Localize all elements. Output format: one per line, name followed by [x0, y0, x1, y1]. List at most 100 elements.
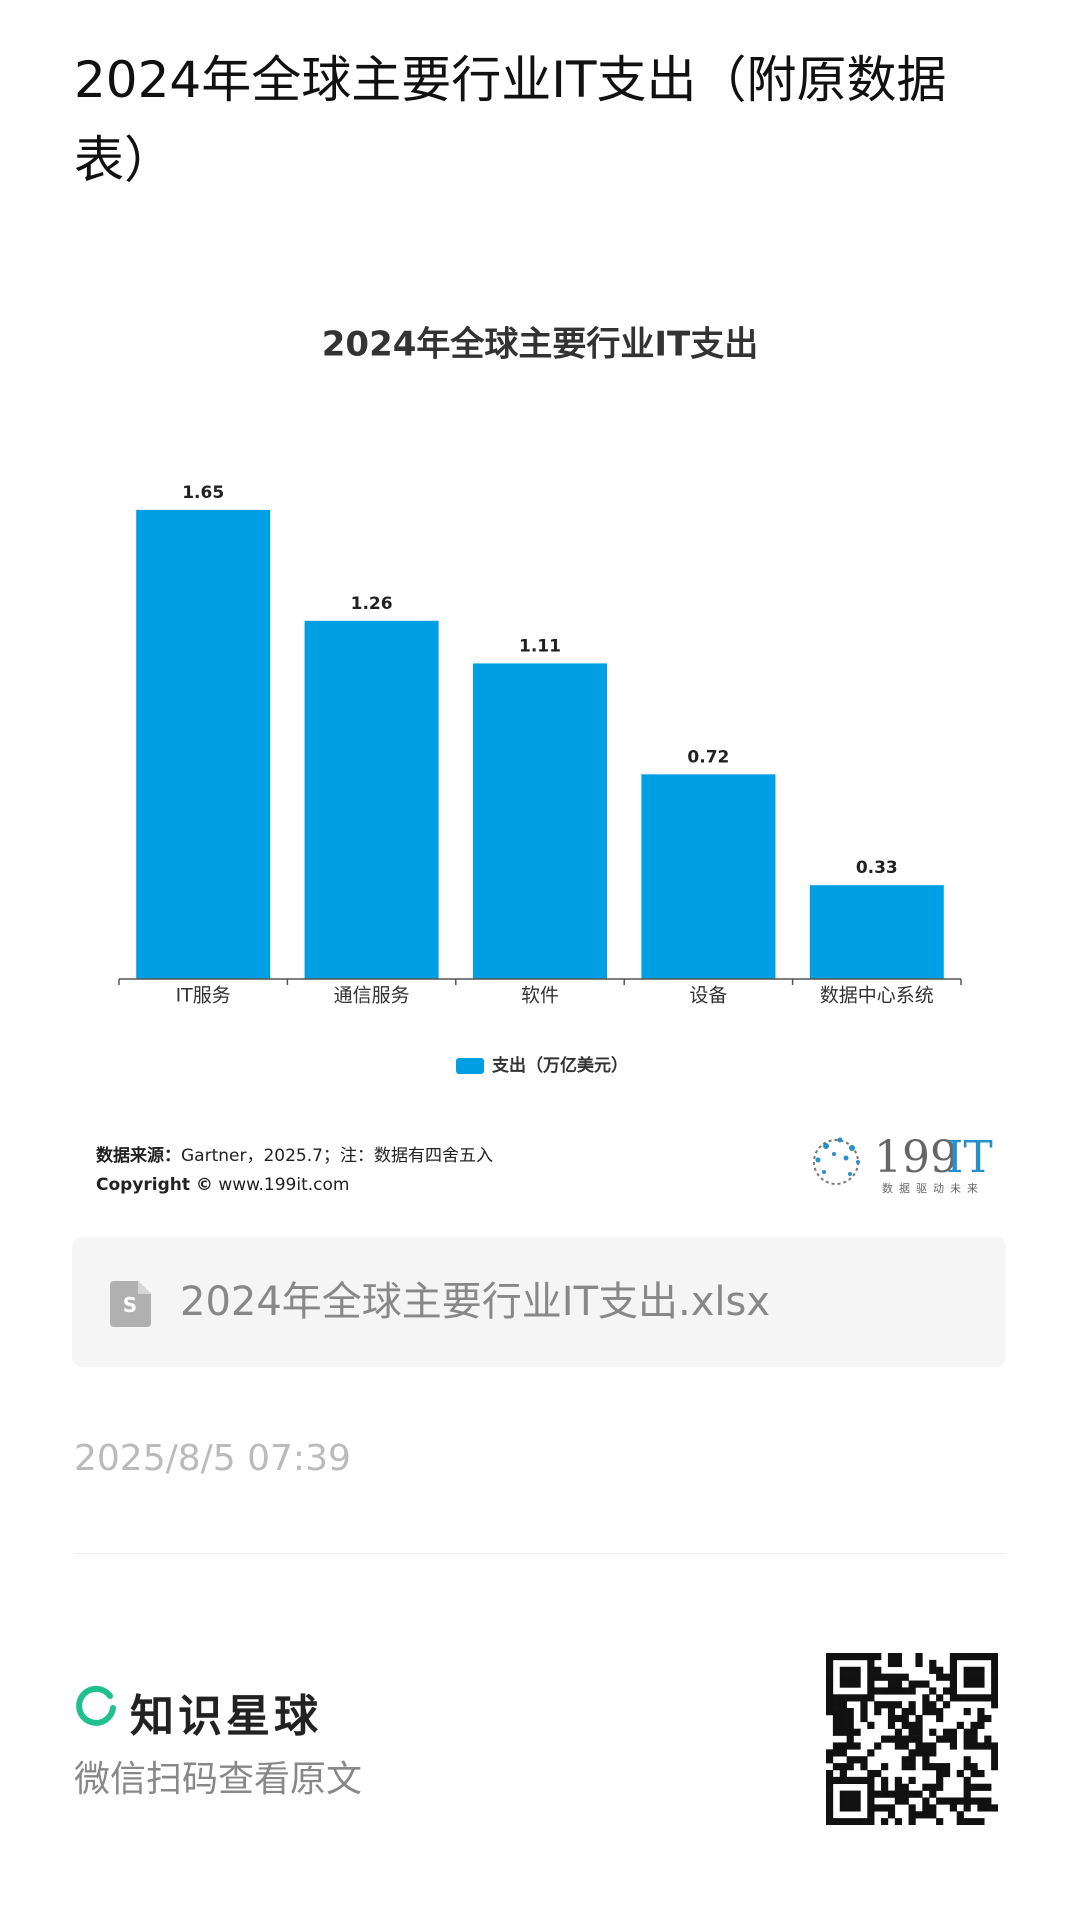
qr-cell [853, 1818, 861, 1825]
qr-cell [860, 1714, 868, 1723]
qr-cell [901, 1783, 909, 1791]
qr-code[interactable] [826, 1653, 998, 1825]
qr-cell [977, 1694, 985, 1702]
qr-cell [832, 1776, 841, 1785]
qr-cell [826, 1790, 834, 1798]
qr-cell [867, 1804, 875, 1812]
qr-cell [915, 1735, 923, 1743]
qr-cell [853, 1666, 861, 1674]
qr-cell [867, 1666, 875, 1674]
qr-cell [846, 1818, 854, 1825]
qr-cell [915, 1728, 923, 1736]
qr-cell [867, 1687, 875, 1695]
attachment-filename[interactable]: 2024年全球主要行业IT支出.xlsx [180, 1279, 771, 1325]
qr-cell [970, 1735, 978, 1743]
qr-cell [956, 1694, 964, 1702]
qr-cell [991, 1666, 998, 1674]
qr-cell [908, 1804, 916, 1812]
qr-cell [846, 1776, 854, 1785]
qr-cell [881, 1673, 889, 1681]
qr-cell [887, 1701, 896, 1709]
qr-cell [846, 1653, 854, 1661]
qr-cell [963, 1735, 971, 1743]
qr-cell [887, 1708, 896, 1716]
qr-cell [846, 1790, 854, 1798]
qr-cell [963, 1756, 971, 1764]
qr-cell [922, 1708, 930, 1716]
logo-dots [813, 1137, 860, 1185]
qr-cell [839, 1742, 847, 1750]
qr-cell [908, 1701, 916, 1709]
qr-cell [826, 1776, 834, 1785]
qr-cell [846, 1742, 854, 1750]
qr-cell [874, 1666, 882, 1674]
qr-cell [984, 1694, 992, 1702]
qr-cell [908, 1763, 916, 1771]
source-line: 数据来源：Gartner，2025.7；注：数据有四舍五入 [96, 1142, 493, 1171]
qr-cell [839, 1797, 847, 1805]
qr-cell [970, 1721, 978, 1729]
qr-cell [894, 1680, 902, 1688]
qr-cell [915, 1721, 923, 1729]
qr-cell [867, 1694, 875, 1702]
qr-cell [956, 1797, 964, 1805]
qr-cell [949, 1735, 958, 1743]
source-text: Gartner，2025.7；注：数据有四舍五入 [181, 1146, 493, 1166]
qr-cell [908, 1749, 916, 1757]
qr-cell [894, 1659, 902, 1668]
qr-cell [860, 1763, 868, 1771]
qr-cell [860, 1694, 868, 1702]
qr-cell [908, 1790, 916, 1798]
qr-cell [894, 1728, 902, 1736]
qr-cell [908, 1735, 916, 1743]
qr-cell [839, 1721, 847, 1729]
qr-cell [956, 1811, 964, 1819]
qr-cell [915, 1680, 923, 1688]
qr-cell [949, 1804, 958, 1812]
qr-cell [949, 1659, 958, 1668]
qr-cell [991, 1673, 998, 1681]
qr-cell [887, 1790, 896, 1798]
qr-cell [826, 1811, 834, 1819]
qr-cell [867, 1797, 875, 1805]
qr-cell [936, 1673, 944, 1681]
qr-cell [942, 1728, 951, 1736]
qr-cell [929, 1763, 937, 1771]
qr-cell [874, 1742, 882, 1750]
qr-cell [832, 1721, 841, 1729]
x-tick-label: IT服务 [176, 985, 231, 1007]
qr-cell [984, 1804, 992, 1812]
qr-cell [826, 1666, 834, 1674]
qr-cell [894, 1742, 902, 1750]
qr-cell [826, 1701, 834, 1709]
qr-cell [826, 1797, 834, 1805]
qr-cell [949, 1742, 958, 1750]
qr-cell [949, 1797, 958, 1805]
qr-cell [874, 1769, 882, 1778]
qr-cell [832, 1701, 841, 1709]
qr-cell [956, 1653, 964, 1661]
legend-swatch [456, 1058, 484, 1074]
qr-cell [929, 1701, 937, 1709]
bar [136, 509, 271, 979]
value-label: 0.33 [856, 858, 898, 878]
qr-cell [853, 1653, 861, 1661]
bar [809, 885, 944, 979]
copyright-label: Copyright © [96, 1175, 213, 1195]
qr-cell [839, 1714, 847, 1723]
qr-cell [977, 1721, 985, 1729]
qr-cell [853, 1797, 861, 1805]
qr-cell [853, 1728, 861, 1736]
qr-cell [922, 1701, 930, 1709]
qr-cell [826, 1783, 834, 1791]
qr-cell [846, 1763, 854, 1771]
qr-cell [853, 1756, 861, 1764]
source-label: 数据来源： [96, 1146, 181, 1166]
attachment-card[interactable]: S 2024年全球主要行业IT支出.xlsx [72, 1237, 1006, 1367]
brand-name: 知识星球 [130, 1691, 322, 1742]
qr-cell [936, 1694, 944, 1702]
qr-cell [867, 1818, 875, 1825]
qr-cell [901, 1673, 909, 1681]
qr-cell [867, 1659, 875, 1668]
qr-cell [881, 1790, 889, 1798]
